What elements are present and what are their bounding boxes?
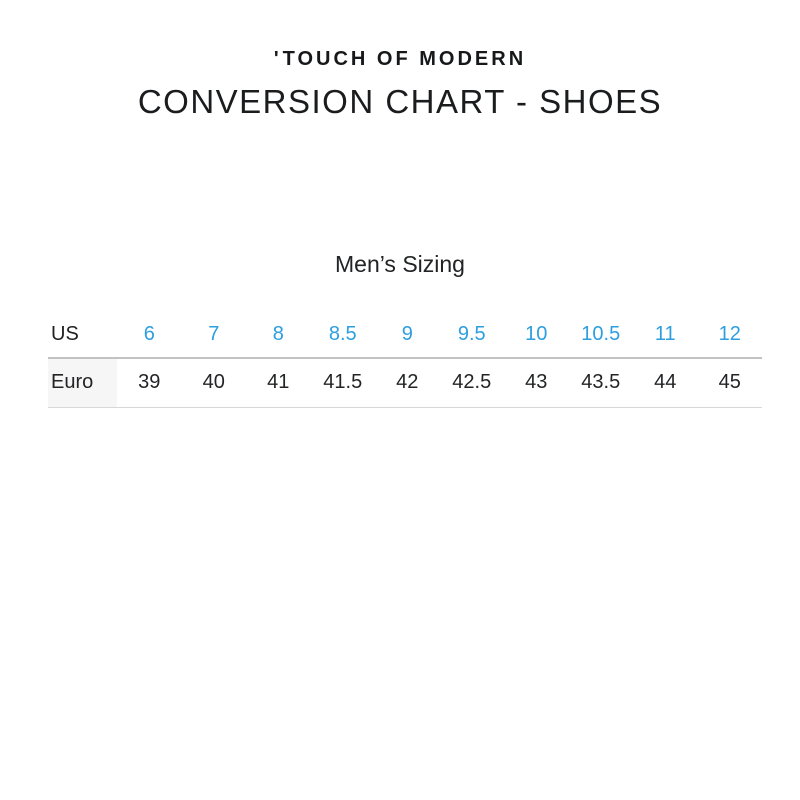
euro-size-cell: 43.5 xyxy=(568,357,633,408)
euro-size-cell: 40 xyxy=(181,357,246,408)
brand-logo: 'TOUCH OF MODERN xyxy=(0,0,800,71)
us-size-cell: 10.5 xyxy=(581,323,621,345)
conversion-table: US 6 7 8 8.5 9 9.5 10 10.5 11 12 Euro 39… xyxy=(48,312,762,408)
row-header-euro: Euro xyxy=(48,357,117,408)
euro-size-cell: 42 xyxy=(375,357,440,408)
us-size-cell: 7 xyxy=(208,323,220,345)
us-size-cell: 8 xyxy=(272,323,284,345)
euro-size-cell: 45 xyxy=(697,357,762,408)
table-row-euro: Euro 39 40 41 41.5 42 42.5 43 43.5 44 45 xyxy=(48,357,762,408)
us-size-cell: 9.5 xyxy=(457,323,486,345)
us-size-cell: 11 xyxy=(654,323,676,345)
us-size-cell: 6 xyxy=(143,323,155,345)
page-title: CONVERSION CHART - SHOES xyxy=(137,83,663,120)
euro-size-cell: 41.5 xyxy=(310,357,375,408)
us-size-cell: 10 xyxy=(525,323,548,345)
logo-text: TOUCH OF MODERN xyxy=(282,48,527,70)
euro-size-cell: 43 xyxy=(504,357,569,408)
us-size-cell: 9 xyxy=(401,323,413,345)
chart-area: Men’s Sizing US 6 7 8 8.5 9 9.5 10 10.5 … xyxy=(0,251,800,408)
table-row-us: US 6 7 8 8.5 9 9.5 10 10.5 11 12 xyxy=(48,312,762,358)
euro-size-cell: 42.5 xyxy=(439,357,504,408)
section-title: Men’s Sizing xyxy=(335,251,465,277)
conversion-table-wrapper: US 6 7 8 8.5 9 9.5 10 10.5 11 12 Euro 39… xyxy=(48,312,762,408)
us-size-cell: 12 xyxy=(718,323,741,345)
euro-size-cell: 44 xyxy=(633,357,698,408)
euro-size-cell: 39 xyxy=(117,357,182,408)
logo-tick-mark: ' xyxy=(273,48,282,70)
row-header-us: US xyxy=(51,323,79,345)
us-size-cell: 8.5 xyxy=(328,323,357,345)
euro-size-cell: 41 xyxy=(246,357,311,408)
page-header: 'TOUCH OF MODERN CONVERSION CHART - SHOE… xyxy=(0,0,800,121)
